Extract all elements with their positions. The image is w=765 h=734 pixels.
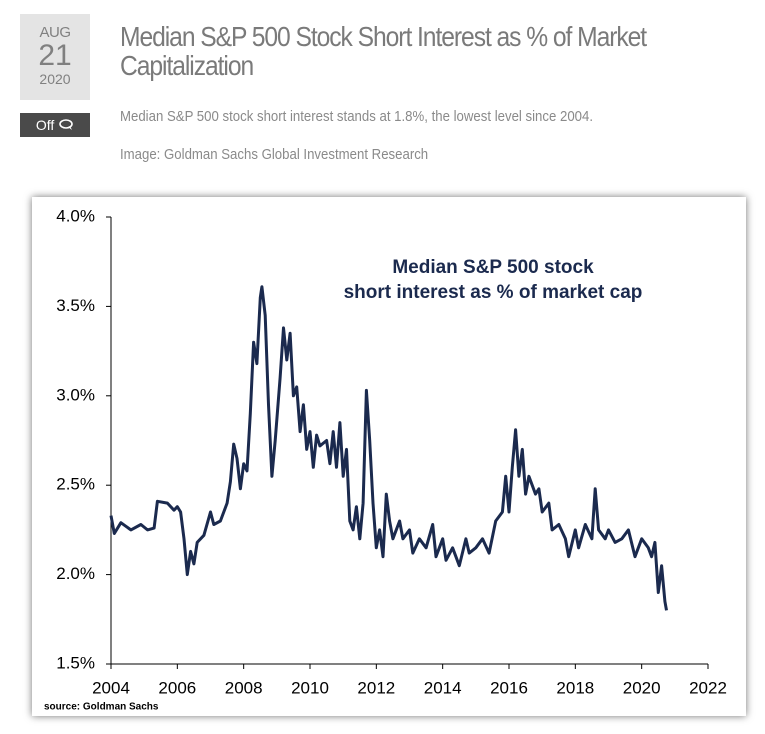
data-line (109, 285, 668, 611)
image-credit: Image: Goldman Sachs Global Investment R… (120, 146, 429, 163)
y-tick-label: 3.0% (56, 385, 95, 404)
chart-frame (32, 197, 746, 716)
x-tick-label: 2010 (291, 678, 329, 697)
chart-annotation: Median S&P 500 stock (392, 257, 594, 278)
y-tick-label: 2.0% (56, 564, 95, 583)
x-tick-label: 2014 (424, 678, 462, 697)
x-tick-label: 2012 (357, 678, 395, 697)
post-title: Median S&P 500 Stock Short Interest as %… (120, 21, 647, 81)
date-box: AUG 21 2020 (20, 14, 90, 100)
post-summary: Median S&P 500 stock short interest stan… (120, 108, 594, 125)
y-tick-label: 2.5% (56, 475, 95, 494)
date-month: AUG (39, 24, 71, 41)
comments-button[interactable]: Off (20, 113, 90, 137)
chart-annotation: short interest as % of market cap (344, 282, 643, 303)
y-tick-label: 4.0% (56, 206, 95, 225)
comment-icon (59, 119, 73, 130)
x-tick-label: 2016 (490, 678, 528, 697)
date-year: 2020 (39, 71, 71, 87)
x-tick-label: 2020 (623, 678, 661, 697)
x-tick-label: 2022 (689, 678, 727, 697)
x-tick-label: 2018 (556, 678, 594, 697)
comments-label[interactable]: Off (35, 117, 55, 133)
x-tick-label: 2008 (225, 678, 263, 697)
x-tick-label: 2006 (158, 678, 196, 697)
y-tick-label: 3.5% (56, 296, 95, 315)
date-day: 21 (38, 39, 72, 72)
y-tick-label: 1.5% (56, 653, 95, 672)
x-tick-label: 2004 (92, 678, 130, 697)
chart-source: source: Goldman Sachs (44, 702, 159, 713)
